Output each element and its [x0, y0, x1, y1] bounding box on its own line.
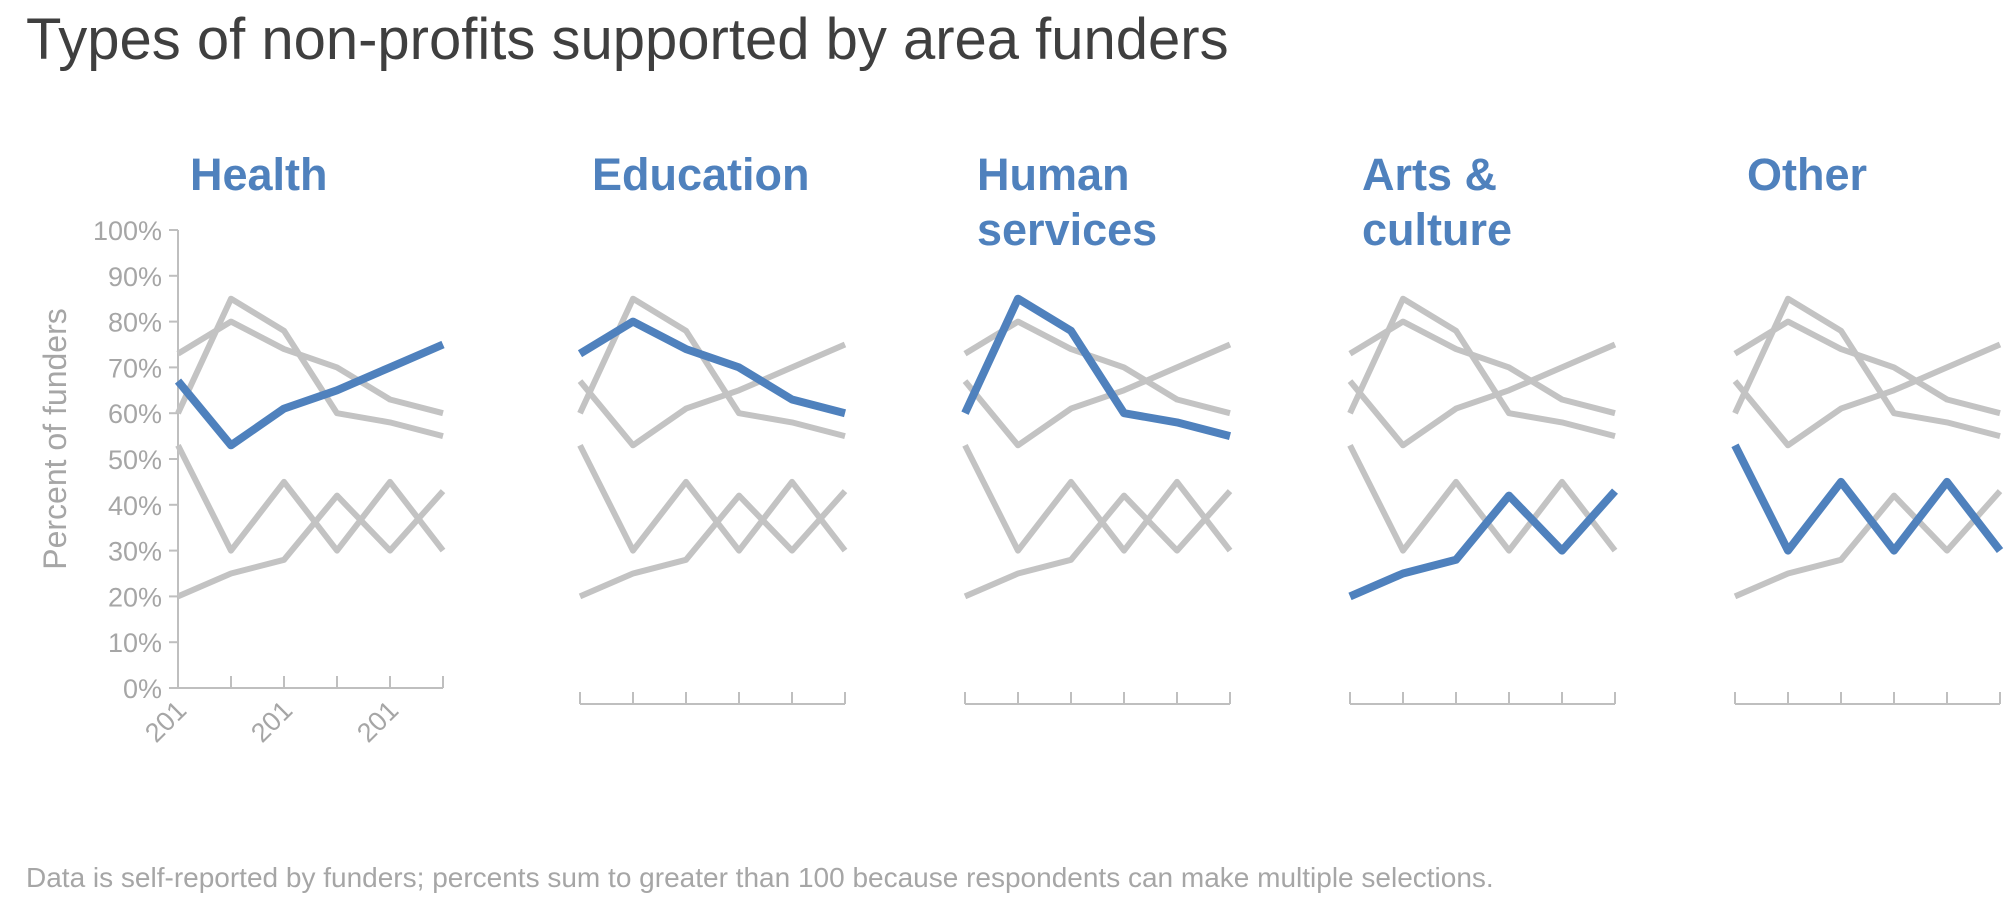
x-tick-label: 201 — [245, 695, 298, 748]
panel-title-other: Other — [1747, 149, 1867, 200]
series-line-other-context — [1347, 443, 1618, 554]
series-line-other-context — [175, 443, 446, 554]
panel-title-human-services: Human — [977, 149, 1130, 200]
panel-title-health: Health — [190, 149, 328, 200]
y-tick-label: 60% — [108, 399, 162, 429]
series-line-arts-culture-highlight — [1348, 488, 1618, 601]
series-line-other-highlight — [1731, 443, 2004, 555]
series-line-arts-culture-context — [963, 489, 1233, 600]
series-line-education-context — [1348, 318, 1616, 417]
series-line-other-context — [962, 443, 1233, 554]
series-line-health-context — [1347, 341, 1617, 449]
series-line-education-highlight — [577, 317, 847, 418]
y-tick-label: 30% — [108, 537, 162, 567]
series-line-human-services-context — [1732, 295, 2001, 440]
series-line-health-context — [577, 341, 847, 449]
y-axis-title: Percent of funders — [37, 308, 73, 569]
y-tick-label: 80% — [108, 308, 162, 338]
x-tick-label: 201 — [351, 695, 404, 748]
y-tick-label: 0% — [123, 674, 162, 704]
series-line-arts-culture-context — [1733, 489, 2003, 600]
y-tick-label: 20% — [108, 582, 162, 612]
series-line-health-context — [962, 341, 1232, 449]
y-tick-label: 40% — [108, 491, 162, 521]
panel-title-arts-culture: culture — [1362, 204, 1512, 255]
panel-title-arts-culture: Arts & — [1362, 149, 1497, 200]
y-tick-label: 70% — [108, 353, 162, 383]
y-tick-label: 10% — [108, 628, 162, 658]
chart-title: Types of non-profits supported by area f… — [26, 7, 1229, 72]
y-tick-label: 90% — [108, 262, 162, 292]
panel-title-education: Education — [592, 149, 810, 200]
series-line-other-context — [577, 443, 848, 554]
series-line-human-services-context — [175, 295, 444, 440]
y-tick-label: 50% — [108, 445, 162, 475]
panel-title-human-services: services — [977, 204, 1157, 255]
series-line-arts-culture-context — [578, 489, 848, 600]
series-line-arts-culture-context — [176, 489, 446, 600]
series-line-health-context — [1732, 341, 2002, 449]
series-line-human-services-context — [1347, 295, 1616, 440]
footnote: Data is self-reported by funders; percen… — [26, 862, 1494, 893]
y-tick-label: 100% — [93, 216, 162, 246]
series-line-education-context — [176, 318, 444, 417]
series-line-education-context — [1733, 318, 2001, 417]
series-line-human-services-context — [577, 295, 846, 440]
series-line-human-services-highlight — [961, 294, 1232, 440]
series-line-health-highlight — [174, 340, 445, 450]
